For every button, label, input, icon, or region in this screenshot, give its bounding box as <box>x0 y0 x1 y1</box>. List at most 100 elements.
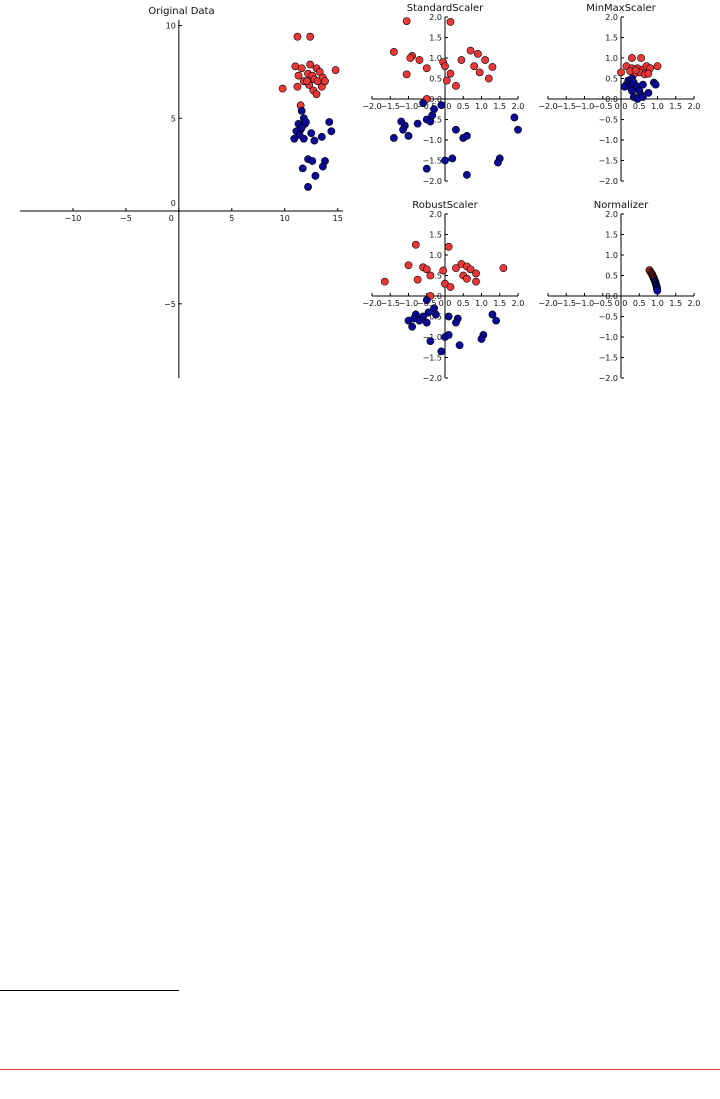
blue-point <box>510 113 519 122</box>
red-point <box>472 277 480 286</box>
x-tick-label: 1.5 <box>493 299 506 308</box>
blue-point <box>639 93 647 101</box>
footnote-rule <box>0 990 179 991</box>
blue-point <box>514 125 522 134</box>
red-point <box>644 69 653 78</box>
x-tick-label: 0.0 <box>615 299 628 308</box>
blue-point <box>290 134 299 143</box>
y-tick-label: −0.5 <box>599 116 618 125</box>
red-point <box>422 64 431 73</box>
x-tick-label: 1.0 <box>475 102 488 111</box>
x-tick-label: 10 <box>280 214 290 223</box>
blue-point <box>444 312 453 321</box>
x-tick-label: 0.5 <box>457 299 470 308</box>
y-tick-label: −0.5 <box>423 313 442 322</box>
blue-point <box>302 118 310 126</box>
red-point <box>452 264 460 273</box>
x-tick-label: 2.0 <box>688 299 701 308</box>
x-tick-label: −0.5 <box>593 102 612 111</box>
x-tick-label: −0.5 <box>593 299 612 308</box>
x-tick-label: 0.5 <box>457 102 470 111</box>
y-tick-label: 0 <box>171 199 176 208</box>
blue-point <box>310 136 319 145</box>
blue-point <box>304 183 312 191</box>
panel-title: RobustScaler <box>412 200 478 211</box>
x-tick-label: 2.0 <box>512 102 525 111</box>
blue-point <box>426 117 435 126</box>
blue-point <box>477 335 486 343</box>
red-point <box>402 70 411 79</box>
blue-point <box>462 131 471 140</box>
red-point <box>484 74 493 83</box>
blue-point <box>299 134 308 143</box>
panel-title: Normalizer <box>594 200 649 211</box>
blue-point <box>297 123 306 132</box>
y-tick-label: −2.0 <box>423 177 442 186</box>
y-tick-label: 1.0 <box>605 54 618 63</box>
blue-point <box>308 157 317 165</box>
panel-4: Normalizer−2.0−1.5−1.0−0.5 0.0 0.5 1.0 1.5 2.… <box>538 200 700 383</box>
red-point <box>444 242 453 251</box>
blue-point <box>437 101 446 110</box>
red-point <box>404 261 413 270</box>
y-tick-label: −1.0 <box>599 136 618 145</box>
x-tick-label: −5 <box>120 214 132 223</box>
red-point <box>488 63 497 71</box>
red-point <box>426 271 435 280</box>
y-tick-label: −2.0 <box>599 374 618 383</box>
red-point <box>303 77 311 86</box>
y-tick-label: 0.0 <box>429 292 442 301</box>
y-tick-label: −2.0 <box>423 374 442 383</box>
x-tick-label: 0.0 <box>615 102 628 111</box>
blue-point <box>644 88 653 97</box>
blue-point <box>492 316 500 325</box>
y-tick-label: 0.0 <box>605 95 618 104</box>
x-tick-label: 15 <box>333 214 343 223</box>
x-tick-label: −1.0 <box>575 102 594 111</box>
y-tick-label: 1.0 <box>605 251 618 260</box>
x-tick-label: 1.5 <box>669 102 682 111</box>
red-point <box>439 266 448 275</box>
y-tick-label: 0.0 <box>605 292 618 301</box>
red-point <box>617 68 625 77</box>
x-tick-label: 1.5 <box>669 299 682 308</box>
blue-point <box>404 131 413 140</box>
blue-point <box>422 296 431 304</box>
y-tick-label: −1.0 <box>599 333 618 342</box>
red-point <box>389 47 398 56</box>
y-tick-label: −0.5 <box>599 313 618 322</box>
red-point <box>312 90 321 99</box>
red-point <box>637 54 645 62</box>
red-point <box>466 265 475 274</box>
x-tick-label: −10 <box>65 214 82 223</box>
blue-point <box>422 318 431 327</box>
blue-point <box>462 170 471 179</box>
red-point <box>472 269 480 278</box>
y-tick-label: −1.0 <box>423 136 442 145</box>
blue-point <box>415 316 424 325</box>
x-tick-label: −1.5 <box>557 102 576 111</box>
x-tick-label: −2.0 <box>362 102 381 111</box>
y-tick-label: −1.5 <box>599 354 618 363</box>
blue-point <box>408 322 417 331</box>
red-point <box>293 82 302 91</box>
x-tick-label: −2.0 <box>362 299 381 308</box>
red-point <box>628 54 636 62</box>
blue-point <box>452 318 460 327</box>
panel-3: RobustScaler−2.0−1.5−1.0−0.50.00.51.01.5… <box>362 200 524 383</box>
blue-point <box>404 316 413 325</box>
x-tick-label: 1.5 <box>493 102 506 111</box>
red-point <box>475 68 484 77</box>
x-tick-label: 2.0 <box>688 102 701 111</box>
blue-point <box>327 127 336 136</box>
x-tick-label: 2.0 <box>512 299 525 308</box>
red-point <box>413 275 422 284</box>
blue-point <box>422 164 431 173</box>
red-point <box>422 265 431 274</box>
red-point <box>406 54 415 62</box>
red-point <box>380 277 389 286</box>
x-tick-label: −1.0 <box>575 299 594 308</box>
blue-point <box>639 80 647 89</box>
x-tick-label: −1.5 <box>381 102 400 111</box>
